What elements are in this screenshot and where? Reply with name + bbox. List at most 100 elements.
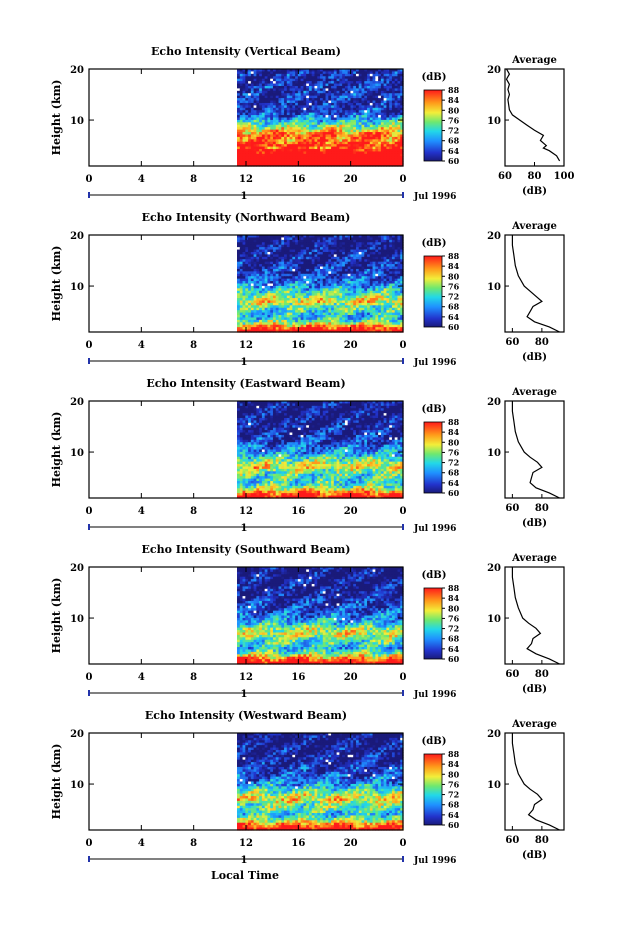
heatmap-cell <box>256 144 260 148</box>
heatmap-cell <box>314 107 318 111</box>
heatmap-cell <box>314 237 318 241</box>
heatmap-cell <box>325 83 329 87</box>
heatmap-cell <box>264 327 269 331</box>
heatmap-cell <box>378 112 382 116</box>
heatmap-cell <box>391 242 396 246</box>
heatmap-cell <box>328 81 332 85</box>
heatmap-cell <box>380 76 385 80</box>
heatmap-cell <box>237 254 241 258</box>
heatmap-cell <box>325 134 329 138</box>
heatmap-cell <box>344 146 349 150</box>
heatmap-cell <box>342 310 346 314</box>
heatmap-cell <box>286 151 291 155</box>
heatmap-cell <box>317 259 321 263</box>
heatmap-cell <box>394 149 399 153</box>
heatmap-cell <box>397 95 401 99</box>
heatmap-cell <box>248 105 252 109</box>
heatmap-cell <box>331 115 335 119</box>
heatmap-cell <box>272 401 277 405</box>
heatmap-cell <box>314 139 318 143</box>
heatmap-cell <box>347 237 352 241</box>
heatmap-cell <box>389 102 393 106</box>
heatmap-cell <box>336 100 340 104</box>
heatmap-cell <box>278 151 282 155</box>
heatmap-cell <box>322 305 327 309</box>
heatmap-cell <box>314 115 318 119</box>
heatmap-cell <box>303 317 307 321</box>
heatmap-cell <box>308 242 313 246</box>
heatmap-cell <box>347 69 352 73</box>
heatmap-cell <box>386 83 390 87</box>
heatmap-cell <box>281 237 285 241</box>
heatmap-cell <box>361 312 365 316</box>
heatmap-cell <box>242 239 246 243</box>
heatmap-cell <box>397 290 401 294</box>
heatmap-cell <box>367 293 371 297</box>
heatmap-cell <box>253 259 257 263</box>
heatmap-cell <box>259 276 263 280</box>
heatmap-cell <box>378 273 382 277</box>
heatmap-cell <box>331 295 335 299</box>
heatmap-cell <box>248 69 252 73</box>
heatmap-cell <box>358 268 363 272</box>
heatmap-cell <box>355 156 360 160</box>
heatmap-cell <box>391 273 396 277</box>
heatmap-cell <box>284 98 288 102</box>
heatmap-cell <box>320 136 324 140</box>
heatmap-cell <box>358 276 363 280</box>
heatmap-cell <box>248 293 252 297</box>
heatmap-cell <box>380 266 385 270</box>
heatmap-cell <box>308 302 313 306</box>
heatmap-cell <box>336 144 340 148</box>
heatmap-cell <box>350 295 354 299</box>
heatmap-cell <box>325 90 329 94</box>
heatmap-cell <box>378 83 382 87</box>
heatmap-cell <box>284 239 288 243</box>
heatmap-cell <box>383 298 387 302</box>
heatmap-cell <box>397 105 401 109</box>
heatmap-cell <box>264 134 269 138</box>
heatmap-cell <box>325 115 329 119</box>
heatmap-cell <box>397 78 401 82</box>
heatmap-cell <box>361 244 365 248</box>
heatmap-cell <box>336 281 340 285</box>
heatmap-cell <box>372 310 376 314</box>
heatmap-cell <box>383 281 387 285</box>
heatmap-cell <box>333 107 338 111</box>
heatmap-cell <box>259 110 263 114</box>
heatmap-cell <box>264 256 269 260</box>
heatmap-cell <box>289 85 293 89</box>
heatmap-cell <box>400 302 404 306</box>
heatmap-cell <box>248 102 252 106</box>
heatmap-cell <box>361 302 365 306</box>
heatmap-cell <box>394 110 399 114</box>
heatmap-cell <box>311 122 316 126</box>
heatmap-cell <box>322 144 327 148</box>
heatmap-cell <box>242 115 246 119</box>
heatmap-cell <box>250 124 255 128</box>
heatmap-cell <box>361 298 365 302</box>
heatmap-cell <box>342 290 346 294</box>
heatmap-cell <box>333 93 338 97</box>
heatmap-cell <box>300 83 304 87</box>
average-frame <box>504 234 565 333</box>
heatmap-cell <box>380 93 385 97</box>
heatmap-cell <box>355 88 360 92</box>
heatmap-cell <box>375 129 379 133</box>
heatmap-cell <box>253 122 257 126</box>
heatmap-cell <box>331 312 335 316</box>
heatmap-cell <box>333 293 338 297</box>
heatmap-cell <box>237 327 241 331</box>
heatmap-cell <box>295 261 299 265</box>
heatmap-cell <box>355 322 360 326</box>
heatmap-cell <box>308 327 313 331</box>
heatmap-cell <box>378 242 382 246</box>
heatmap-cell <box>372 149 376 153</box>
heatmap-cell <box>325 271 329 275</box>
heatmap-cell <box>267 302 271 306</box>
heatmap-cell <box>275 300 280 304</box>
heatmap-cell <box>286 251 291 255</box>
heatmap-cell <box>261 156 266 160</box>
heatmap-cell <box>394 95 399 99</box>
heatmap-cell <box>250 146 255 150</box>
